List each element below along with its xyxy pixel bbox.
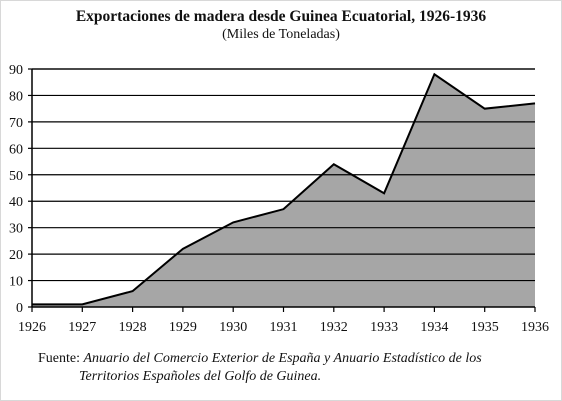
x-tick-label-1933: 1933 [370,320,398,335]
x-tick-label-1927: 1927 [68,320,96,335]
axes [28,68,536,312]
source-text-line1: Anuario del Comercio Exterior de España … [83,351,482,366]
x-tick-label-1932: 1932 [320,320,348,335]
x-tick-label-1934: 1934 [420,320,448,335]
y-tick-label-30: 30 [9,222,23,237]
y-tick-label-60: 60 [9,142,23,157]
tick-labels: 0 10 20 30 40 50 60 70 80 90 1926 1927 1928 1929 1930 1… [9,63,549,335]
y-tick-label-50: 50 [9,169,23,184]
y-tick-label-70: 70 [9,116,23,131]
y-tick-label-0: 0 [16,301,23,316]
y-tick-label-40: 40 [9,195,23,210]
y-tick-label-80: 80 [9,89,23,104]
chart-subtitle: (Miles de Toneladas) [222,27,340,42]
area-series-group [31,72,536,308]
x-tick-label-1930: 1930 [219,320,247,335]
y-tick-label-20: 20 [9,248,23,263]
y-tick-label-90: 90 [9,63,23,78]
chart-title: Exportaciones de madera desde Guinea Ecu… [75,8,487,25]
source-text-line2: Territorios Españoles del Golfo de Guine… [79,369,322,384]
area-fill [32,74,535,308]
source-label: Fuente: [38,351,80,366]
y-tick-label-10: 10 [9,275,23,290]
x-tick-label-1935: 1935 [471,320,499,335]
x-tick-label-1936: 1936 [521,320,549,335]
x-tick-label-1931: 1931 [270,320,298,335]
x-tick-label-1928: 1928 [119,320,147,335]
source-note: Fuente: Anuario del Comercio Exterior de… [38,350,548,386]
x-tick-label-1926: 1926 [18,320,46,335]
x-tick-label-1929: 1929 [169,320,197,335]
